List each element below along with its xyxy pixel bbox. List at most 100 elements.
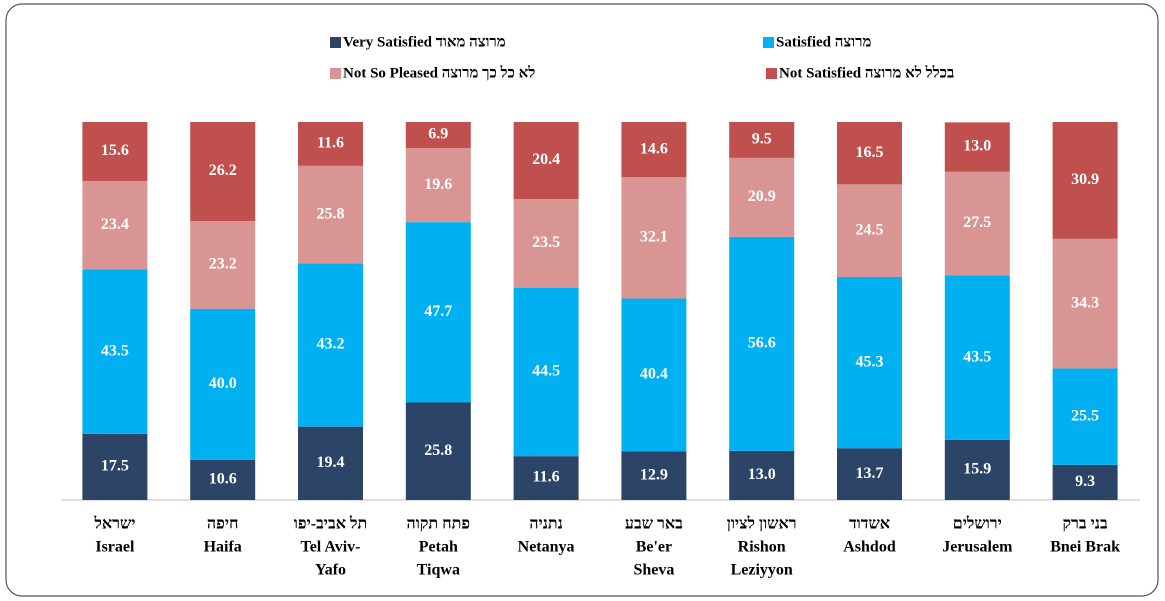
bar-segment [405, 222, 471, 403]
bar-segment [405, 122, 471, 149]
bar-segment [729, 157, 795, 237]
bar-segment [190, 122, 256, 222]
x-tick-label: Israel [95, 539, 135, 556]
x-tick-label: באר שבע [625, 516, 683, 533]
data-label: 13.0 [748, 466, 776, 483]
bar-segment [944, 171, 1010, 276]
legend-swatch [330, 37, 341, 48]
data-label: 47.7 [424, 303, 452, 320]
x-tick-label: Tel Aviv- [300, 539, 360, 556]
data-label: 15.9 [963, 461, 991, 478]
data-label: 25.5 [1071, 407, 1099, 424]
x-tick-label: חיפה [207, 516, 239, 533]
data-label: 32.1 [640, 229, 668, 246]
data-label: 14.6 [640, 140, 668, 157]
data-label: 23.4 [101, 216, 129, 233]
x-tick-label: Leziyyon [731, 562, 793, 579]
bar-segment [190, 459, 256, 500]
x-tick-label: ראשון לציון [727, 515, 797, 533]
bar-segment [298, 122, 363, 166]
legend-label: Satisfied מרוצה [776, 34, 871, 50]
bar-segment [82, 269, 148, 434]
bar-segment [82, 433, 148, 500]
data-label: 12.9 [640, 466, 668, 483]
x-tick-label: Tiqwa [417, 562, 460, 579]
x-tick-label: Netanya [518, 539, 575, 556]
bar-segment [190, 308, 256, 460]
bar-segment [837, 276, 902, 449]
data-label: 24.5 [856, 221, 884, 238]
data-label: 20.4 [532, 151, 560, 168]
bar-segment [729, 450, 795, 500]
legend-swatch [330, 68, 341, 79]
bar-segment [1052, 122, 1118, 239]
bar-segment [1052, 238, 1118, 369]
legend-label: Not So Pleased לא כל כך מרוצה [343, 64, 535, 81]
data-label: 13.0 [963, 138, 991, 155]
data-label: 19.6 [424, 176, 452, 193]
data-label: 19.4 [317, 454, 345, 471]
x-tick-label: Sheva [633, 562, 674, 579]
x-tick-label: אשדוד [849, 516, 890, 533]
legend-label: Very Satisfied מרוצה מאוד [343, 34, 506, 50]
data-label: 56.6 [748, 335, 776, 352]
bar-segment [405, 402, 471, 500]
data-label: 11.6 [533, 469, 560, 486]
x-tick-label: Yafo [315, 562, 346, 579]
x-tick-label: Ashdod [843, 539, 896, 556]
data-label: 44.5 [532, 363, 560, 380]
data-label: 9.3 [1075, 473, 1095, 490]
x-tick-label: ישראל [93, 515, 135, 533]
bar-segment [298, 165, 363, 264]
x-tick-label: תל אביב-יפו [294, 515, 367, 533]
bar-segment [944, 275, 1010, 440]
bar-segment [513, 122, 579, 200]
x-tick-label: Haifa [204, 539, 242, 556]
data-label: 13.7 [856, 465, 884, 482]
bar-segment [1052, 464, 1118, 500]
data-label: 20.9 [748, 188, 776, 205]
data-label: 27.5 [963, 214, 991, 231]
data-label: 25.8 [424, 442, 452, 459]
x-tick-label: בני ברק [1062, 516, 1108, 533]
bar-segment [944, 122, 1010, 172]
bar-segment [298, 263, 363, 427]
bar-segment [190, 221, 256, 309]
data-label: 34.3 [1071, 294, 1099, 311]
bar-segment [82, 180, 148, 270]
data-label: 26.2 [209, 162, 237, 179]
x-tick-label: Bnei Brak [1050, 539, 1120, 556]
bar-segment [621, 177, 687, 299]
legend-swatch [763, 37, 774, 48]
bar-segment [729, 236, 795, 451]
data-label: 17.5 [101, 458, 129, 475]
data-label: 43.5 [963, 348, 991, 365]
x-tick-label: פתח תקוה [407, 516, 471, 533]
bar-segment [944, 439, 1010, 500]
bar-segment [837, 122, 902, 185]
data-label: 23.2 [209, 256, 237, 273]
bar-segment [1052, 368, 1118, 465]
data-label: 9.5 [752, 131, 772, 148]
x-tick-label: Rishon [738, 539, 786, 556]
data-label: 16.5 [856, 144, 884, 161]
bar-segment [82, 122, 148, 181]
x-tick-label: ירושלים [953, 515, 1002, 533]
data-label: 25.8 [317, 205, 345, 222]
data-label: 11.6 [317, 135, 344, 152]
bar-segment [405, 148, 471, 223]
bar-segment [837, 448, 902, 500]
data-label: 40.0 [209, 375, 237, 392]
legend-label: Not Satisfied בכלל לא מרוצה [779, 64, 954, 81]
bar-segment [513, 199, 579, 288]
data-label: 23.5 [532, 234, 560, 251]
data-label: 10.6 [209, 471, 237, 488]
legend-swatch [766, 68, 777, 79]
bar-segment [621, 298, 687, 452]
x-tick-label: Petah [419, 539, 458, 556]
bar-segment [621, 122, 687, 178]
bar-segment [837, 184, 902, 277]
x-tick-label: Be'er [636, 539, 672, 556]
data-label: 45.3 [856, 353, 884, 370]
